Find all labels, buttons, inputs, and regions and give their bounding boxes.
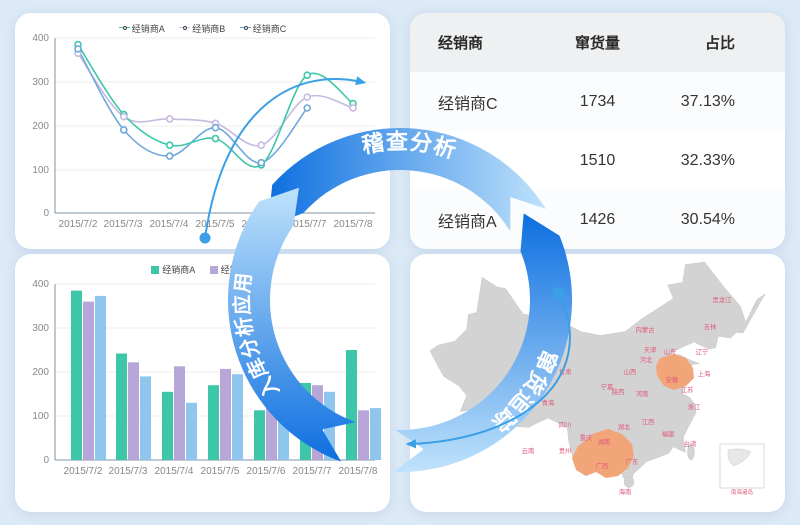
svg-text:300: 300: [32, 77, 49, 88]
svg-text:江苏: 江苏: [681, 385, 694, 394]
svg-text:300: 300: [32, 323, 49, 334]
svg-text:浙江: 浙江: [688, 402, 701, 411]
svg-text:湖北: 湖北: [618, 422, 631, 431]
svg-text:吉林: 吉林: [704, 322, 717, 331]
svg-text:山西: 山西: [624, 367, 637, 376]
svg-text:2015/7/6: 2015/7/6: [247, 466, 286, 477]
svg-text:云南: 云南: [522, 446, 535, 455]
svg-text:河南: 河南: [636, 389, 649, 398]
svg-text:200: 200: [32, 367, 49, 378]
svg-text:2015/7/4: 2015/7/4: [150, 219, 189, 230]
svg-text:2015/7/6: 2015/7/6: [242, 219, 281, 230]
svg-text:四川: 四川: [559, 421, 572, 429]
svg-text:0: 0: [43, 208, 49, 219]
svg-text:青海: 青海: [542, 398, 555, 407]
svg-text:南海诸岛: 南海诸岛: [731, 488, 754, 496]
svg-text:2015/7/8: 2015/7/8: [339, 466, 378, 477]
svg-text:内蒙古: 内蒙古: [636, 325, 655, 334]
svg-text:贵州: 贵州: [559, 446, 572, 455]
svg-text:2015/7/7: 2015/7/7: [288, 219, 327, 230]
svg-text:0: 0: [43, 455, 49, 466]
svg-text:西藏: 西藏: [496, 419, 509, 428]
svg-text:辽宁: 辽宁: [696, 347, 709, 356]
svg-text:100: 100: [32, 165, 49, 176]
svg-text:台湾: 台湾: [684, 439, 697, 448]
svg-text:黑龙江: 黑龙江: [713, 295, 733, 304]
svg-text:2015/7/4: 2015/7/4: [155, 466, 194, 477]
svg-text:200: 200: [32, 121, 49, 132]
svg-text:2015/7/5: 2015/7/5: [201, 466, 240, 477]
svg-text:2015/7/3: 2015/7/3: [104, 219, 143, 230]
svg-text:广东: 广东: [626, 457, 639, 466]
svg-text:2015/7/8: 2015/7/8: [334, 219, 373, 230]
svg-text:400: 400: [32, 279, 49, 290]
svg-text:河北: 河北: [640, 356, 653, 364]
svg-text:广西: 广西: [596, 461, 609, 470]
svg-text:上海: 上海: [698, 369, 711, 378]
svg-text:甘肃: 甘肃: [559, 367, 572, 376]
svg-text:江西: 江西: [642, 418, 655, 426]
svg-text:湖南: 湖南: [598, 437, 611, 446]
svg-text:重庆: 重庆: [580, 433, 593, 442]
svg-text:福建: 福建: [662, 429, 675, 438]
svg-text:2015/7/5: 2015/7/5: [196, 219, 235, 230]
svg-text:海南: 海南: [619, 487, 632, 496]
svg-text:2015/7/2: 2015/7/2: [59, 219, 98, 230]
svg-text:2015/7/3: 2015/7/3: [109, 466, 148, 477]
svg-text:天津: 天津: [644, 346, 657, 354]
svg-text:山东: 山东: [664, 347, 677, 356]
svg-text:400: 400: [32, 33, 49, 44]
svg-text:2015/7/7: 2015/7/7: [293, 466, 332, 477]
svg-text:100: 100: [32, 411, 49, 422]
svg-text:2015/7/2: 2015/7/2: [64, 466, 103, 477]
svg-text:安徽: 安徽: [666, 375, 679, 384]
svg-text:陕西: 陕西: [612, 387, 625, 396]
